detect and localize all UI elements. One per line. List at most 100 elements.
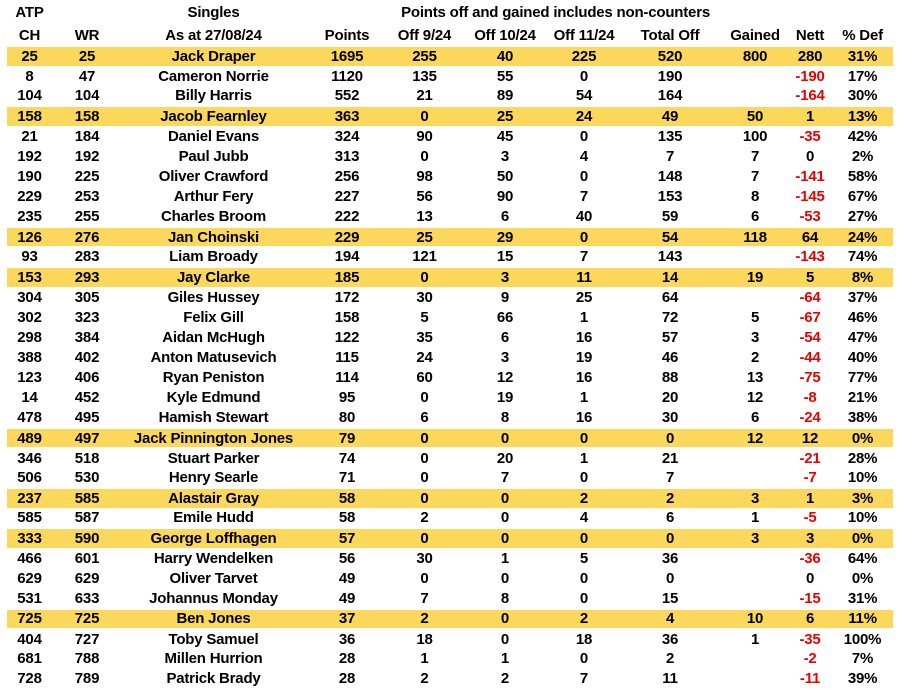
cell-off-11-24: 40 (575, 207, 593, 225)
column-header-points: Points (324, 26, 370, 44)
table-row: 629 629 Oliver Tarvet 49 0 0 0 0 0 0% (7, 568, 893, 588)
column-header-off-10-24: Off 10/24 (474, 26, 536, 44)
cell-off-10-24: 0 (500, 509, 510, 527)
cell-off-9-24: 5 (420, 308, 429, 326)
cell-off-10-24: 3 (500, 148, 510, 166)
table-row: 302 323 Felix Gill 158 5 66 1 72 5 -67 46% (7, 307, 893, 327)
cell-pct-def: 7% (851, 650, 874, 668)
cell-points: 71 (338, 469, 356, 487)
cell-points: 185 (305, 266, 389, 288)
cell-off-11-24: 0 (579, 650, 589, 668)
cell-points: 363 (305, 105, 389, 127)
cell-total-off: 21 (661, 449, 679, 467)
cell-name: Anton Matusevich (150, 348, 277, 366)
table-row: 229 253 Arthur Fery 227 56 90 7 153 8 -145 67% (7, 187, 893, 207)
cell-off-9-24: 35 (416, 328, 433, 346)
cell-total-off: 135 (657, 128, 683, 146)
cell-nett: -145 (795, 188, 825, 206)
header-spacer (722, 0, 788, 25)
cell-total-off: 11 (662, 670, 678, 688)
table-row: 681 788 Millen Hurrion 28 1 1 0 2 -2 7% (7, 649, 893, 669)
column-header-off-11-24: Off 11/24 (553, 26, 615, 44)
header-spacer (832, 0, 893, 25)
cell-ch: 466 (17, 550, 42, 568)
table-row: 466 601 Harry Wendelken 56 30 1 5 36 -36 64% (7, 548, 893, 568)
cell-total-off: 36 (661, 550, 679, 568)
cell-off-10-24: 1 (500, 550, 510, 568)
cell-gained (722, 287, 788, 307)
cell-pct-def: 24% (832, 225, 894, 248)
cell-off-9-24: 7 (420, 589, 429, 607)
cell-pct-def: 40% (847, 348, 878, 366)
cell-nett: -7 (803, 469, 817, 487)
cell-points: 114 (335, 369, 359, 387)
cell-nett: -64 (799, 288, 821, 306)
cell-off-10-24: 45 (496, 128, 514, 146)
cell-off-9-24: 2 (420, 509, 429, 527)
cell-pct-def: 0% (832, 426, 894, 449)
cell-off-10-24: 1 (500, 650, 510, 668)
table-row: 237 585 Alastair Gray 58 0 0 2 2 3 1 3% (7, 487, 894, 509)
cell-wr: 192 (74, 148, 100, 166)
cell-nett: 5 (788, 266, 833, 288)
cell-gained (722, 649, 788, 669)
cell-points: 58 (338, 509, 356, 527)
cell-gained: 12 (722, 426, 789, 449)
column-header-ch: CH (18, 26, 41, 44)
cell-off-11-24: 7 (579, 670, 589, 688)
cell-off-9-24: 30 (416, 288, 433, 306)
cell-nett: 1 (788, 105, 833, 127)
cell-off-9-24: 0 (420, 469, 429, 487)
cell-pct-def: 74% (847, 248, 878, 266)
cell-name: Oliver Tarvet (169, 569, 258, 587)
cell-nett: 64 (788, 225, 833, 248)
cell-points: 1695 (305, 44, 389, 67)
cell-ch: 629 (17, 569, 42, 587)
cell-off-10-24: 12 (496, 369, 514, 387)
cell-gained (722, 66, 788, 86)
cell-name: Aidan McHugh (162, 328, 265, 346)
cell-pct-def: 10% (847, 509, 878, 527)
cell-ch: 153 (7, 266, 52, 288)
cell-gained: 7 (750, 148, 760, 166)
cell-off-10-24: 3 (460, 266, 550, 288)
cell-off-10-24: 66 (496, 308, 514, 326)
cell-points: 49 (338, 569, 356, 587)
cell-off-10-24: 15 (496, 248, 514, 266)
cell-wr: 406 (74, 369, 100, 387)
cell-points: 172 (334, 288, 360, 306)
cell-off-9-24: 2 (420, 670, 429, 688)
cell-wr: 253 (74, 188, 100, 206)
cell-nett: -53 (799, 207, 821, 225)
table-row: 304 305 Giles Hussey 172 30 9 25 64 -64 37% (7, 287, 893, 307)
cell-wr: 585 (52, 487, 122, 509)
cell-off-11-24: 0 (579, 128, 589, 146)
cell-gained (722, 247, 788, 267)
cell-points: 37 (305, 607, 389, 630)
cell-wr: 402 (74, 348, 100, 366)
cell-ch: 478 (17, 408, 42, 426)
cell-nett: 3 (788, 527, 833, 549)
cell-wr: 184 (74, 128, 100, 146)
cell-total-off: 153 (657, 188, 683, 206)
cell-off-10-24: 0 (500, 569, 510, 587)
cell-points: 227 (334, 188, 360, 206)
column-header-wr: WR (74, 26, 100, 44)
cell-nett: -5 (803, 509, 817, 527)
cell-off-11-24: 2 (550, 607, 618, 630)
cell-ch: 506 (17, 469, 42, 487)
cell-pct-def: 38% (847, 408, 878, 426)
cell-gained (722, 468, 788, 488)
cell-points: 229 (305, 225, 389, 248)
cell-wr: 323 (74, 308, 100, 326)
cell-off-11-24: 11 (550, 266, 618, 288)
cell-off-9-24: 0 (389, 105, 460, 127)
table-row: 21 184 Daniel Evans 324 90 45 0 135 100 -35 42% (7, 126, 893, 146)
cell-off-11-24: 16 (575, 328, 593, 346)
cell-points: 79 (305, 426, 389, 449)
cell-wr: 788 (74, 650, 100, 668)
cell-off-9-24: 0 (389, 426, 460, 449)
cell-off-11-24: 24 (550, 105, 618, 127)
cell-nett: -36 (799, 550, 821, 568)
cell-points: 95 (338, 389, 356, 407)
